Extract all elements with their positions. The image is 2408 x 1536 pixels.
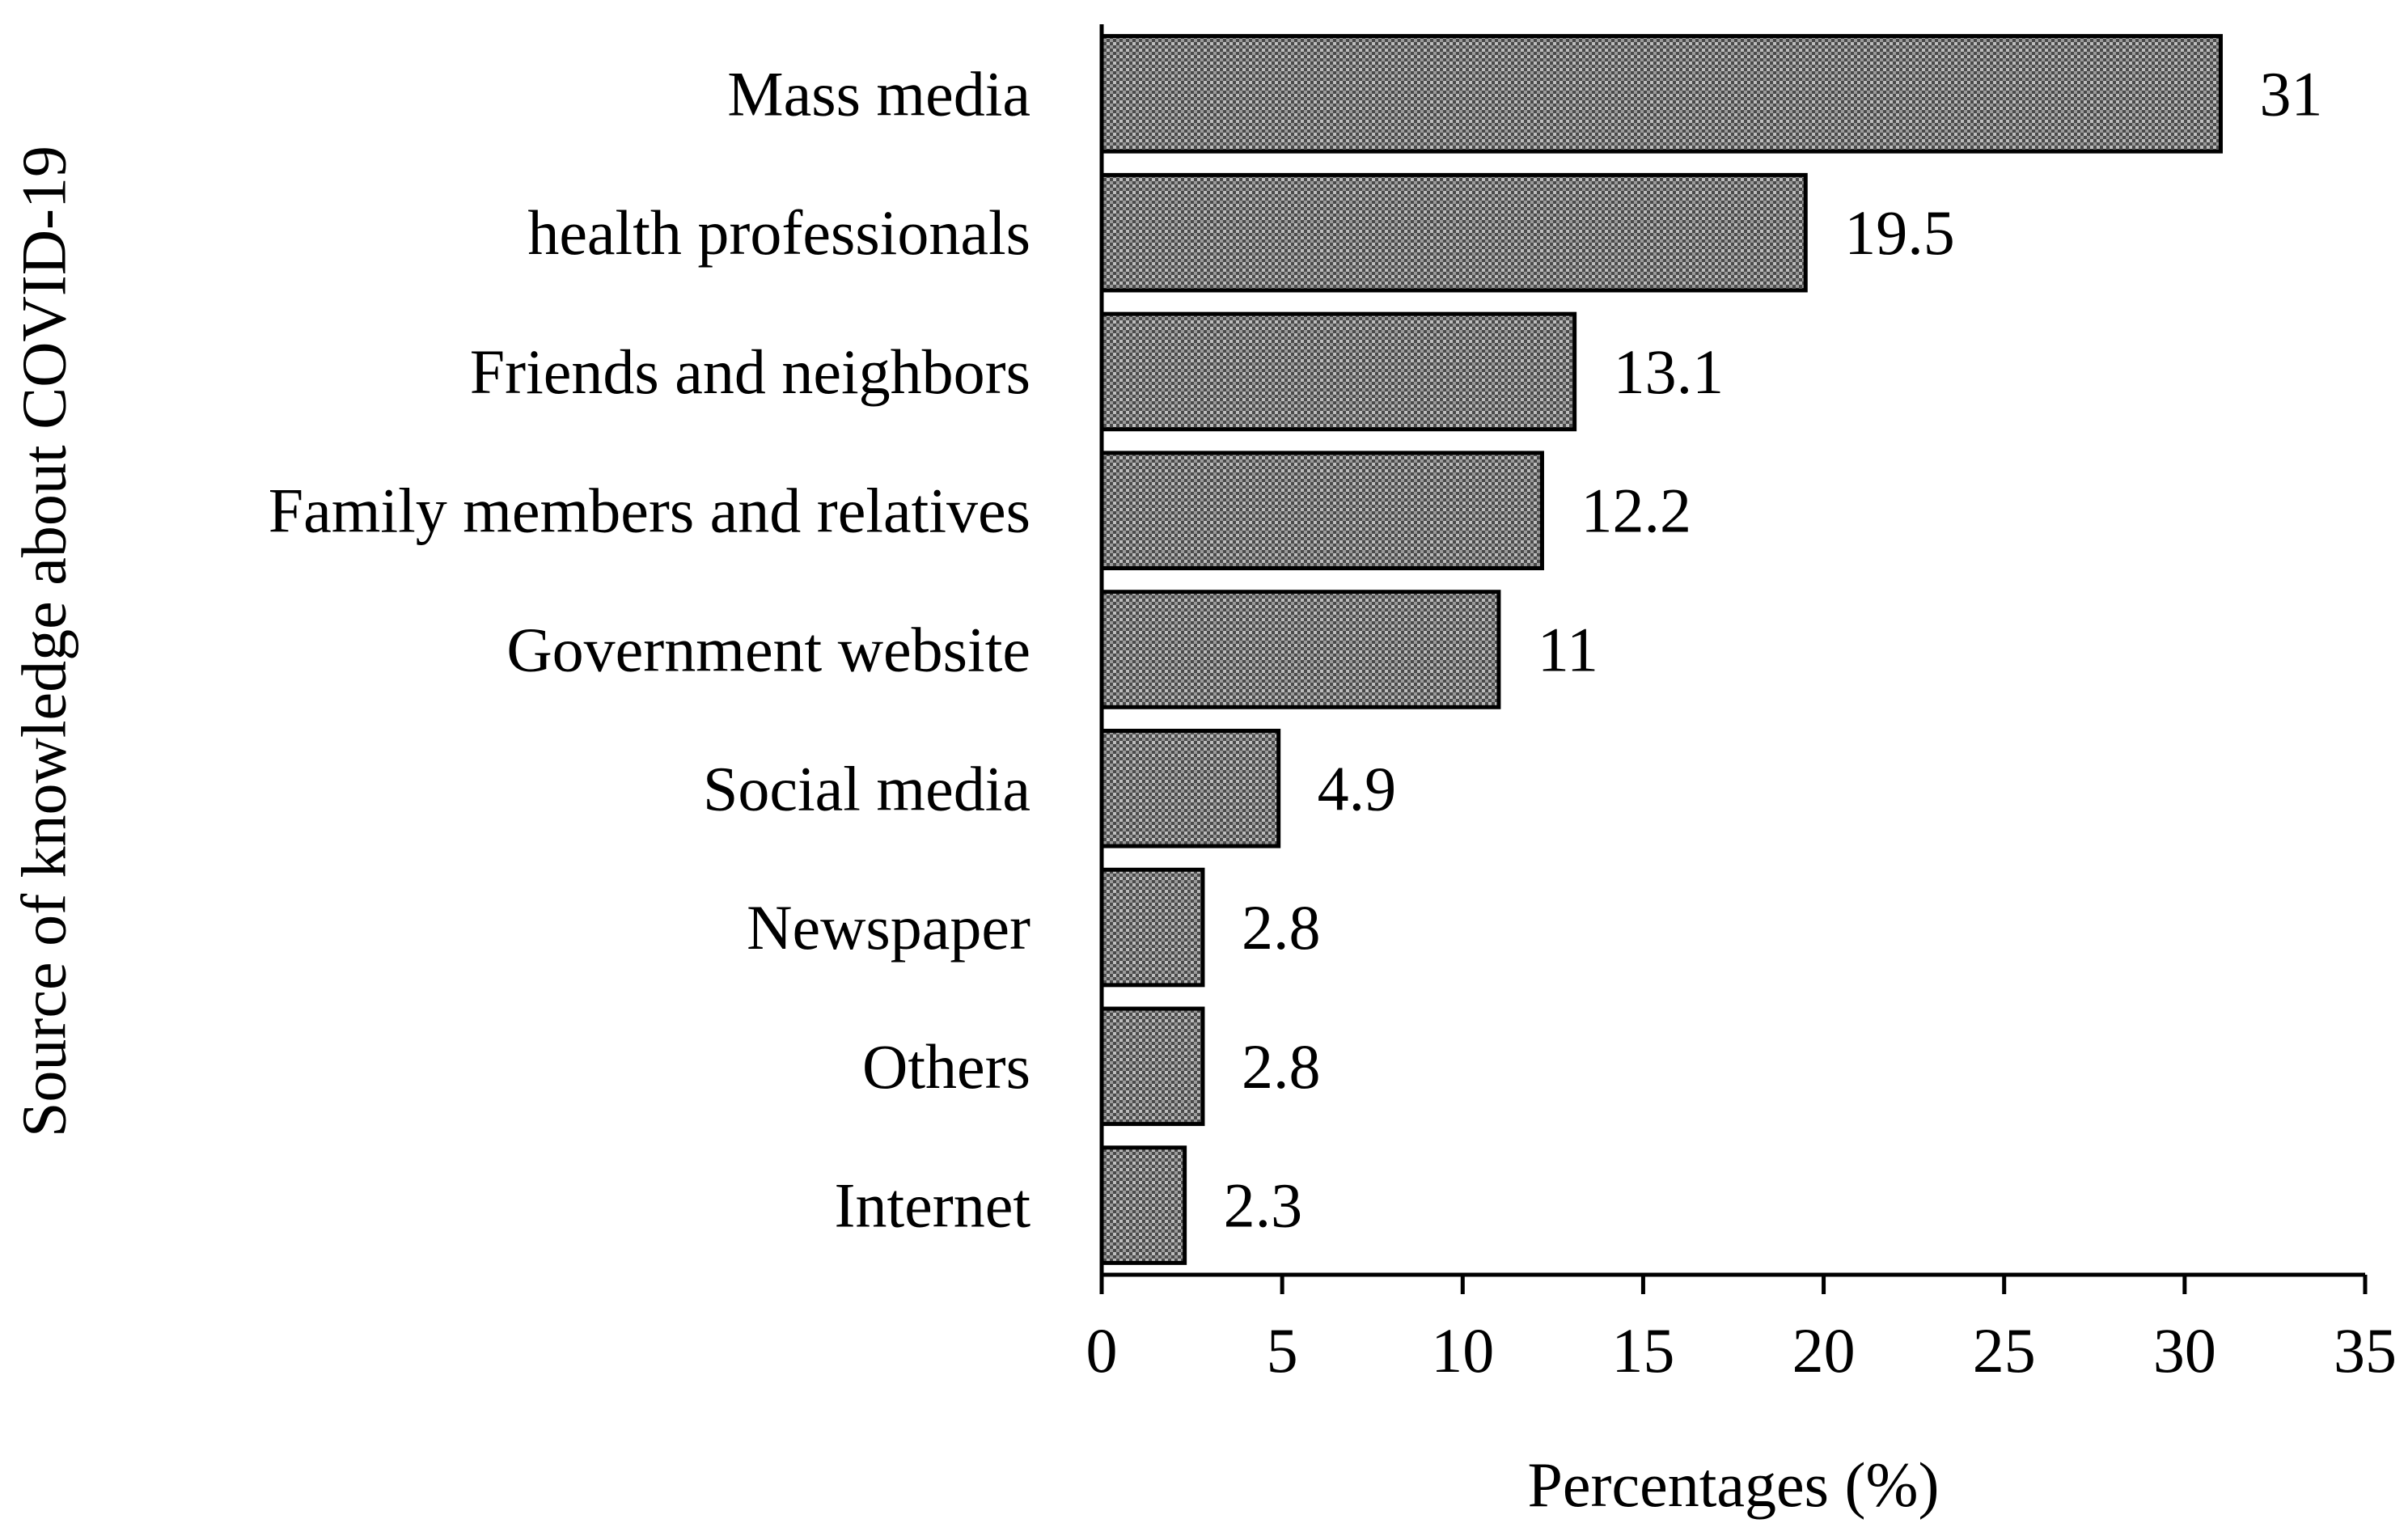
- bar: [1099, 1006, 1205, 1127]
- bar: [1099, 867, 1205, 988]
- category-label: health professionals: [527, 197, 1030, 268]
- value-label: 19.5: [1844, 197, 1955, 268]
- x-tick-label: 25: [1973, 1315, 2036, 1386]
- bar: [1099, 728, 1281, 848]
- x-tick-label: 5: [1267, 1315, 1298, 1386]
- value-label: 31: [2259, 58, 2322, 129]
- value-label: 12.2: [1581, 476, 1691, 546]
- category-label: Others: [862, 1031, 1030, 1102]
- x-tick-label: 10: [1431, 1315, 1494, 1386]
- bar: [1099, 34, 2223, 154]
- category-label: Internet: [834, 1170, 1030, 1241]
- value-label: 2.8: [1242, 892, 1321, 963]
- axes-layer: [1099, 24, 2368, 1294]
- bar: [1099, 311, 1577, 432]
- bar: [1099, 172, 1808, 293]
- category-label: Government website: [506, 615, 1030, 685]
- bar: [1099, 1145, 1187, 1265]
- value-label: 11: [1538, 615, 1598, 685]
- bars-layer: [1099, 34, 2223, 1265]
- category-label: Mass media: [727, 58, 1030, 129]
- value-label: 13.1: [1614, 336, 1725, 407]
- x-tick-label: 30: [2153, 1315, 2216, 1386]
- bar: [1099, 590, 1501, 709]
- category-label: Family members and relatives: [269, 476, 1030, 546]
- value-label: 2.3: [1224, 1170, 1303, 1241]
- x-tick-label: 35: [2334, 1315, 2397, 1386]
- x-tick-label: 20: [1792, 1315, 1856, 1386]
- x-tick-label: 0: [1086, 1315, 1118, 1386]
- value-label: 2.8: [1242, 1031, 1321, 1102]
- labels-layer: Mass media 31 health professionals 19.5 Frie…: [269, 58, 2397, 1386]
- x-axis-title: Percentages (%): [1528, 1449, 1940, 1520]
- category-label: Friends and neighbors: [470, 336, 1030, 407]
- category-label: Social media: [703, 753, 1030, 823]
- category-label: Newspaper: [747, 892, 1030, 963]
- value-label: 4.9: [1318, 753, 1397, 823]
- bar: [1099, 451, 1544, 571]
- y-axis-title: Source of knowledge about COVID-19: [9, 146, 79, 1137]
- x-tick-label: 15: [1611, 1315, 1674, 1386]
